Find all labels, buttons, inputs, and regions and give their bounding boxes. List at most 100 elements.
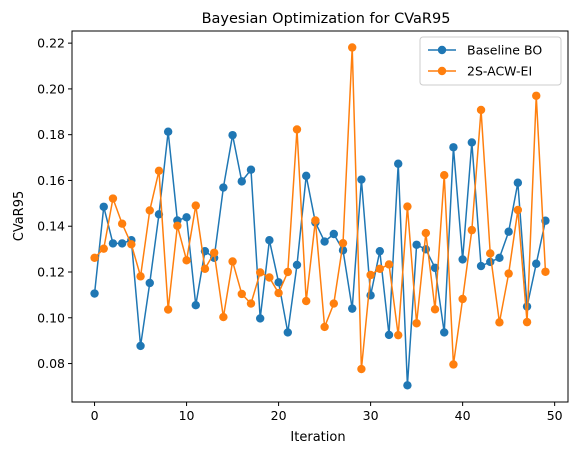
data-point xyxy=(90,253,99,263)
data-point xyxy=(403,381,412,390)
data-point xyxy=(366,270,375,280)
series-line-1 xyxy=(94,46,547,370)
y-tick-label: 0.14 xyxy=(37,219,65,234)
data-point xyxy=(127,240,136,249)
data-point xyxy=(265,273,274,282)
y-tick-label: 0.20 xyxy=(37,81,65,96)
data-point xyxy=(476,105,486,115)
data-point xyxy=(412,240,421,249)
data-point xyxy=(182,256,191,265)
data-point xyxy=(154,166,164,176)
y-tick-label: 0.10 xyxy=(37,310,65,325)
data-point xyxy=(348,43,357,52)
data-point xyxy=(320,237,329,246)
y-axis: 0.08 0.10 0.12 0.14 0.16 0.18 0.20 0.22 xyxy=(37,36,72,371)
data-point xyxy=(302,171,311,181)
data-point xyxy=(255,268,265,277)
data-point xyxy=(338,238,348,248)
data-point xyxy=(246,165,256,174)
data-point xyxy=(117,219,127,228)
data-point xyxy=(513,178,523,187)
data-point xyxy=(504,227,513,236)
y-tick-label: 0.22 xyxy=(37,36,65,51)
data-point xyxy=(449,143,458,152)
x-tick-label: 30 xyxy=(363,408,379,423)
x-tick-label: 10 xyxy=(179,408,195,423)
legend-box xyxy=(419,36,562,86)
data-point xyxy=(486,249,495,258)
x-axis: 0 10 20 30 40 50 xyxy=(91,402,563,423)
data-point xyxy=(219,183,228,192)
plot-frame xyxy=(71,30,569,403)
data-point xyxy=(394,330,403,340)
x-tick-label: 50 xyxy=(547,408,563,423)
data-point xyxy=(320,322,329,332)
data-point xyxy=(182,213,191,222)
data-point xyxy=(375,264,385,273)
data-point xyxy=(458,255,467,264)
y-tick-label: 0.16 xyxy=(37,173,65,188)
data-point xyxy=(329,229,338,239)
data-point xyxy=(265,235,274,245)
y-tick-label: 0.18 xyxy=(37,127,65,142)
data-point xyxy=(237,177,246,186)
data-point xyxy=(495,318,504,327)
x-tick-label: 40 xyxy=(455,408,471,423)
data-point xyxy=(163,127,173,136)
data-point xyxy=(200,264,210,273)
data-point xyxy=(209,248,219,257)
data-point xyxy=(173,221,182,230)
data-point xyxy=(504,269,513,278)
series-line-0 xyxy=(93,130,547,387)
data-point xyxy=(99,244,108,253)
data-point xyxy=(440,328,449,337)
data-point xyxy=(532,91,541,100)
data-point xyxy=(283,328,292,337)
data-point xyxy=(90,289,99,298)
data-point xyxy=(329,299,338,308)
data-point xyxy=(375,246,385,256)
data-point xyxy=(191,300,200,310)
data-point xyxy=(513,205,523,215)
data-point xyxy=(384,330,394,340)
data-point xyxy=(440,170,449,180)
data-point xyxy=(228,130,237,140)
data-point xyxy=(430,305,440,314)
data-point xyxy=(108,239,118,248)
data-point xyxy=(384,260,394,269)
data-point xyxy=(145,278,154,288)
data-point xyxy=(449,360,458,369)
x-axis-label: Iteration xyxy=(290,430,345,445)
data-point xyxy=(403,202,412,211)
data-point xyxy=(136,272,145,281)
data-point xyxy=(274,278,283,287)
legend-label: Baseline BO xyxy=(467,43,542,58)
data-point xyxy=(541,267,550,276)
y-tick-label: 0.08 xyxy=(37,356,65,371)
data-point xyxy=(255,314,265,323)
data-point xyxy=(412,319,421,328)
data-point xyxy=(495,253,504,263)
data-point xyxy=(163,305,173,314)
data-point xyxy=(292,125,302,134)
data-point xyxy=(476,261,486,271)
y-axis-label: CVaR95 xyxy=(12,191,27,242)
data-point xyxy=(302,296,311,306)
data-point xyxy=(228,257,237,266)
data-point xyxy=(117,239,127,248)
data-point xyxy=(311,216,320,225)
data-point xyxy=(246,299,256,308)
legend-marker xyxy=(437,45,447,55)
x-tick-label: 20 xyxy=(271,408,287,423)
chart-title: Bayesian Optimization for CVaR95 xyxy=(202,11,451,27)
data-point xyxy=(283,267,292,277)
x-tick-label: 0 xyxy=(91,408,99,423)
legend: Baseline BO 2S-ACW-EI xyxy=(419,36,562,86)
data-point xyxy=(522,317,532,327)
data-point xyxy=(357,175,366,184)
data-point xyxy=(458,294,467,304)
y-tick-label: 0.12 xyxy=(37,265,65,280)
data-point xyxy=(348,304,357,313)
data-point xyxy=(421,228,431,238)
